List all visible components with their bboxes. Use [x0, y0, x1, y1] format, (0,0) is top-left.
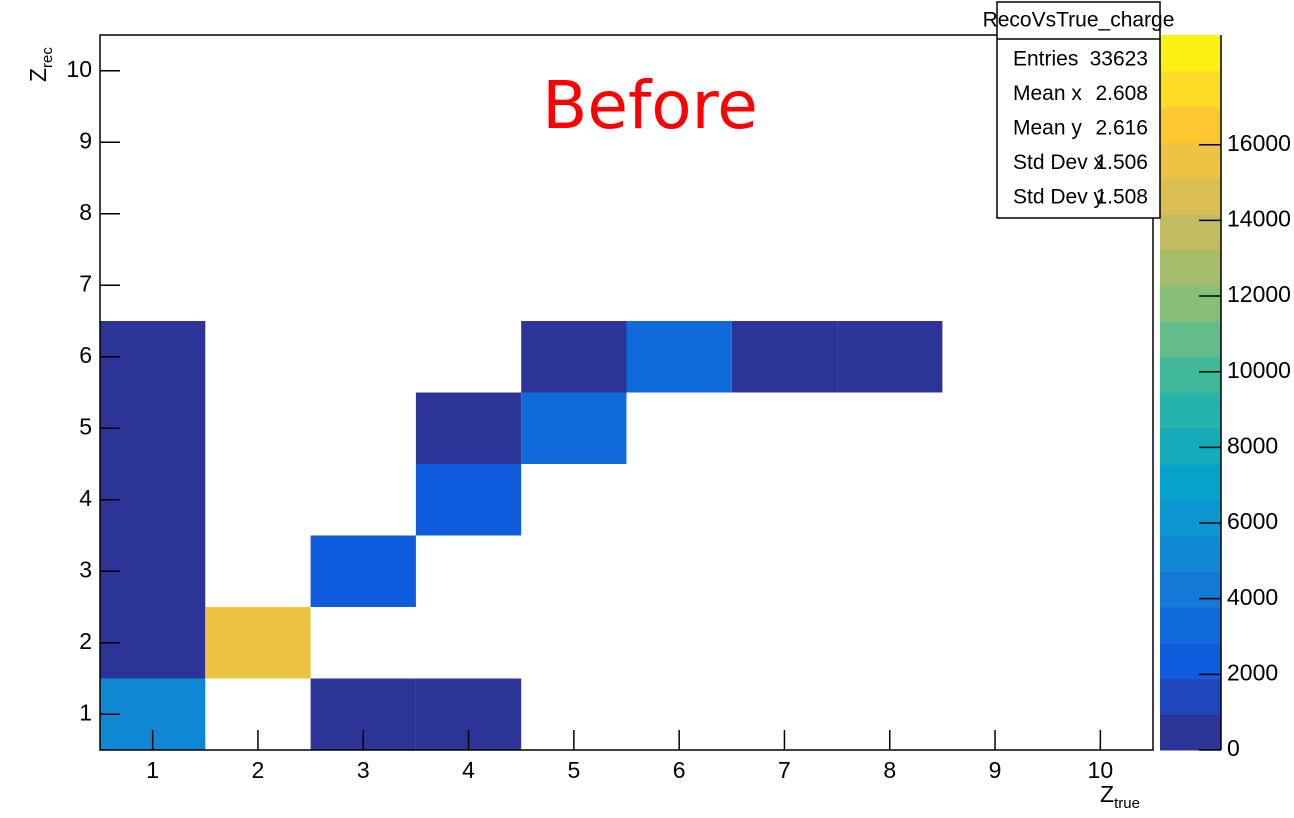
cells — [100, 321, 943, 750]
cell — [310, 535, 416, 607]
x-axis-title-main: Z — [1100, 781, 1114, 807]
colorbar-level — [1160, 464, 1221, 501]
colorbar-level — [1160, 35, 1221, 72]
colorbar-level — [1160, 642, 1221, 679]
x-tick-label: 2 — [252, 757, 265, 783]
x-tick-label: 6 — [673, 757, 686, 783]
colorbar-level — [1160, 535, 1221, 572]
y-tick-label: 3 — [79, 556, 92, 582]
colorbar-tick-label: 4000 — [1227, 584, 1278, 610]
x-tick-label: 1 — [146, 757, 159, 783]
colorbar-level — [1160, 392, 1221, 429]
colorbar-level — [1160, 213, 1221, 250]
annotation: Before — [542, 67, 758, 144]
colorbar-tick-label: 8000 — [1227, 432, 1278, 458]
y-tick-label: 2 — [79, 628, 92, 654]
cell — [626, 321, 732, 393]
x-axis-title: Ztrue — [1100, 781, 1140, 812]
cell — [415, 464, 522, 536]
colorbar-level — [1160, 70, 1221, 107]
colorbar-level — [1160, 142, 1221, 179]
colorbar-tick-label: 16000 — [1227, 130, 1291, 156]
stats-label: Mean x — [1013, 82, 1082, 105]
colorbar-level — [1160, 356, 1221, 393]
x-tick-label: 9 — [989, 757, 1002, 783]
stats-label: Entries — [1013, 48, 1078, 71]
stats-label: Std Dev y — [1013, 186, 1105, 209]
x-tick-label: 7 — [778, 757, 791, 783]
colorbar-level — [1160, 571, 1221, 608]
y-tick-label: 4 — [79, 485, 92, 511]
x-tick-label: 10 — [1088, 757, 1114, 783]
y-tick-label: 1 — [79, 699, 92, 725]
stats-title: RecoVsTrue_charge — [983, 9, 1175, 32]
cell — [521, 321, 627, 393]
y-tick-label: 7 — [79, 270, 92, 296]
stats-value: 1.506 — [1095, 151, 1148, 174]
stats-frame — [996, 1, 1161, 219]
colorbar-tick-label: 10000 — [1227, 357, 1291, 383]
y-tick-label: 10 — [66, 56, 92, 82]
y-axis-title-sub: rec — [39, 47, 56, 68]
stats-value: 33623 — [1090, 48, 1148, 71]
colorbar-tick-label: 12000 — [1227, 281, 1291, 307]
axes: 1 2 3 4 5 6 7 8 9 10 1 2 3 4 5 6 7 8 9 10 0 2000 4000 6000 8000 1… — [66, 34, 1291, 783]
cell — [521, 392, 627, 464]
colorbar-level — [1160, 428, 1221, 465]
colorbar-level — [1160, 678, 1221, 715]
colorbar-level — [1160, 714, 1221, 751]
plot-frame — [99, 34, 1154, 751]
colorbar-level — [1160, 321, 1221, 358]
stats-value: 2.616 — [1095, 117, 1148, 140]
y-axis-title-main: Z — [25, 68, 51, 82]
stats-label: Mean y — [1013, 117, 1082, 140]
cell — [837, 321, 943, 393]
y-tick-label: 8 — [79, 199, 92, 225]
y-tick-label: 9 — [79, 127, 92, 153]
x-tick-label: 3 — [357, 757, 370, 783]
x-tick-label: 4 — [462, 757, 475, 783]
cell — [415, 392, 522, 464]
stats-value: 1.508 — [1095, 186, 1148, 209]
stats-label: Std Dev x — [1013, 151, 1105, 174]
stats-value: 2.608 — [1095, 82, 1148, 105]
y-tick-label: 5 — [79, 413, 92, 439]
colorbar-level — [1160, 178, 1221, 215]
y-axis-title: Zrec — [25, 47, 56, 82]
stats-box: RecoVsTrue_charge Entries 33623 Mean x 2.608… — [983, 1, 1175, 219]
colorbar-level — [1160, 249, 1221, 286]
cell — [205, 607, 311, 679]
colorbar-level — [1160, 499, 1221, 536]
y-tick-label: 6 — [79, 342, 92, 368]
x-tick-label: 8 — [883, 757, 896, 783]
colorbar-level — [1160, 285, 1221, 322]
colorbar-level — [1160, 607, 1221, 644]
cell — [731, 321, 838, 393]
colorbar-tick-label: 14000 — [1227, 205, 1291, 231]
colorbar-tick-label: 0 — [1227, 735, 1240, 761]
colorbar-tick-label: 2000 — [1227, 659, 1278, 685]
colorbar-level — [1160, 106, 1221, 143]
x-tick-label: 5 — [567, 757, 580, 783]
x-axis-title-sub: true — [1114, 795, 1140, 812]
colorbar-tick-label: 6000 — [1227, 508, 1278, 534]
